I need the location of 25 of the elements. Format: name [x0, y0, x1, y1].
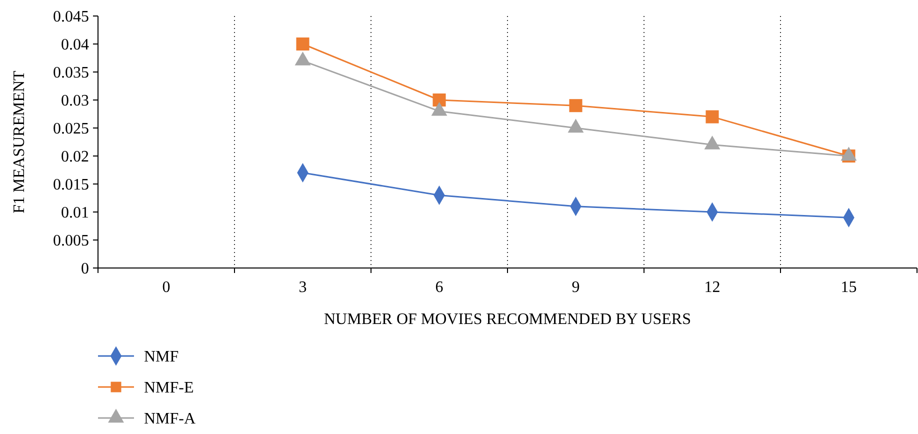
point: [706, 110, 719, 124]
x-tick-label: 15: [840, 279, 857, 296]
x-tick-label: 0: [162, 279, 170, 296]
x-axis-title: NUMBER OF MOVIES RECOMMENDED BY USERS: [324, 311, 692, 328]
point: [432, 93, 446, 107]
legend-label: NMF: [144, 348, 179, 366]
x-tick-label: 6: [435, 279, 444, 296]
y-tick-label: 0.01: [61, 204, 89, 222]
y-tick-label: 0: [81, 260, 89, 278]
y-axis-title: F1 MEASUREMENT: [11, 70, 28, 214]
y-tick-label: 0.045: [53, 8, 89, 26]
legend-label: NMF-A: [144, 410, 196, 428]
y-tick-label: 0.035: [53, 64, 89, 82]
x-tick-label: 12: [704, 279, 720, 296]
y-tick-label: 0.03: [61, 92, 89, 110]
point: [296, 37, 310, 51]
x-tick-label: 3: [298, 279, 307, 296]
y-tick-label: 0.02: [61, 148, 89, 166]
y-tick-label: 0.04: [61, 36, 89, 54]
y-tick-label: 0.015: [53, 176, 89, 194]
y-tick-label: 0.005: [53, 232, 89, 250]
x-tick-label: 9: [572, 279, 580, 296]
legend-label: NMF-E: [144, 380, 194, 397]
y-tick-label: 0.025: [53, 120, 89, 138]
point: [569, 99, 582, 112]
